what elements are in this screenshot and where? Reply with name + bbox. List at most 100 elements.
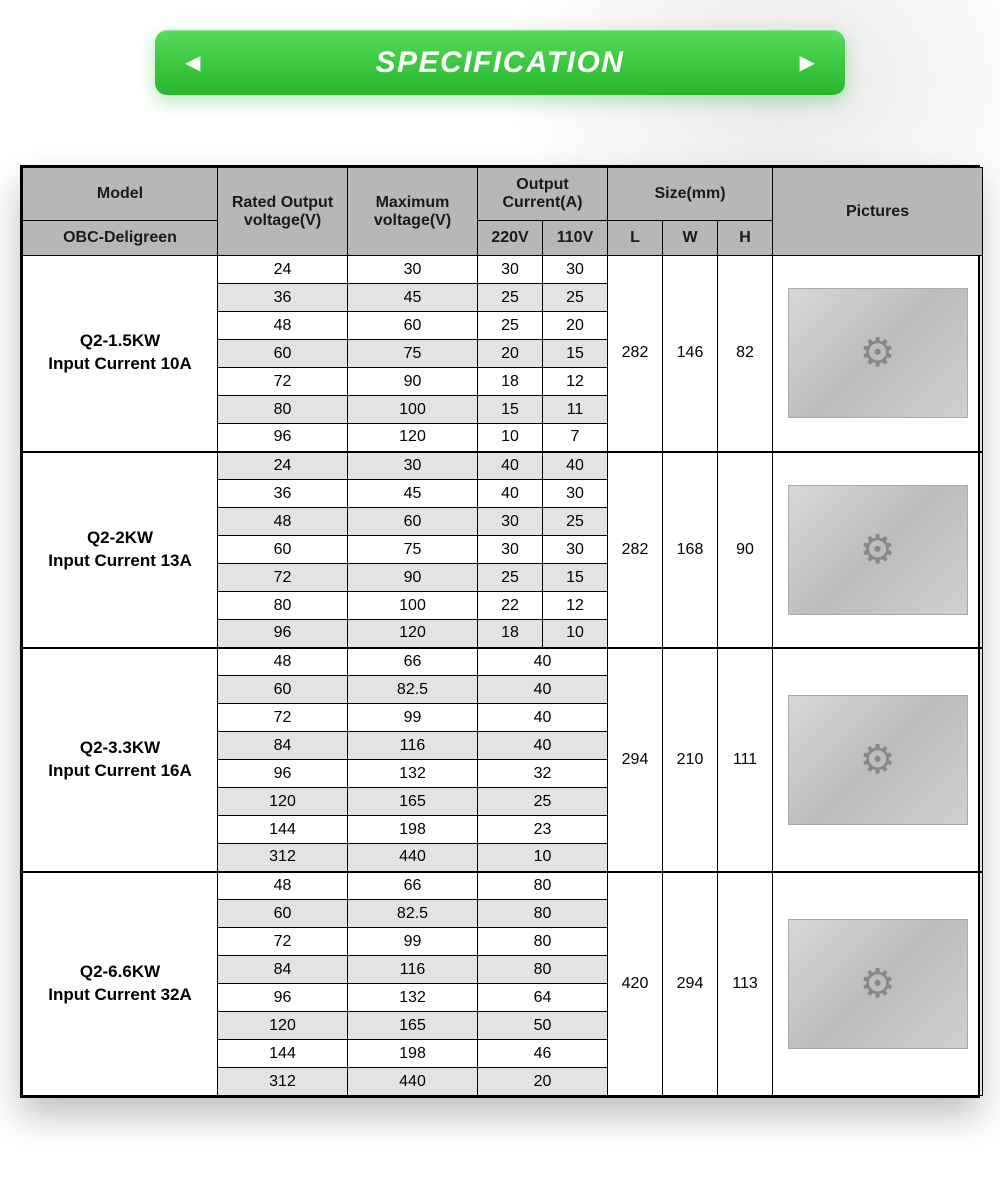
cell-mv: 82.5 xyxy=(348,676,478,704)
product-image-icon: ⚙ xyxy=(788,919,968,1049)
cell-current-combined: 10 xyxy=(478,844,608,872)
cell-current-combined: 40 xyxy=(478,676,608,704)
cell-110v: 20 xyxy=(543,312,608,340)
th-L: L xyxy=(608,221,663,256)
cell-mv: 75 xyxy=(348,536,478,564)
cell-mv: 45 xyxy=(348,284,478,312)
cell-rov: 72 xyxy=(218,704,348,732)
cell-size-W: 294 xyxy=(663,872,718,1096)
cell-mv: 116 xyxy=(348,956,478,984)
cell-220v: 25 xyxy=(478,312,543,340)
cell-size-L: 294 xyxy=(608,648,663,872)
cell-220v: 40 xyxy=(478,452,543,480)
cell-size-W: 146 xyxy=(663,256,718,452)
cell-current-combined: 40 xyxy=(478,648,608,676)
cell-rov: 72 xyxy=(218,928,348,956)
cell-mv: 440 xyxy=(348,844,478,872)
prev-arrow-icon[interactable]: ▶ xyxy=(185,50,200,75)
cell-110v: 10 xyxy=(543,620,608,648)
cell-220v: 20 xyxy=(478,340,543,368)
th-110v: 110V xyxy=(543,221,608,256)
cell-mv: 120 xyxy=(348,620,478,648)
banner-title: SPECIFICATION xyxy=(376,46,625,80)
cell-size-L: 420 xyxy=(608,872,663,1096)
cell-current-combined: 40 xyxy=(478,704,608,732)
cell-rov: 48 xyxy=(218,508,348,536)
cell-size-L: 282 xyxy=(608,256,663,452)
product-image-icon: ⚙ xyxy=(788,288,968,418)
table-row: Q2-3.3KWInput Current 16A486640294210111… xyxy=(23,648,983,676)
cell-size-W: 210 xyxy=(663,648,718,872)
picture-cell: ⚙ xyxy=(773,452,983,648)
cell-mv: 30 xyxy=(348,452,478,480)
th-H: H xyxy=(718,221,773,256)
model-cell: Q2-1.5KWInput Current 10A xyxy=(23,256,218,452)
cell-110v: 7 xyxy=(543,424,608,452)
cell-mv: 66 xyxy=(348,648,478,676)
cell-rov: 96 xyxy=(218,984,348,1012)
cell-110v: 25 xyxy=(543,508,608,536)
cell-current-combined: 20 xyxy=(478,1068,608,1096)
cell-rov: 312 xyxy=(218,844,348,872)
cell-mv: 198 xyxy=(348,816,478,844)
cell-rov: 80 xyxy=(218,592,348,620)
cell-220v: 30 xyxy=(478,508,543,536)
next-arrow-icon[interactable]: ▶ xyxy=(800,50,815,75)
th-rov: Rated Output voltage(V) xyxy=(218,168,348,256)
cell-rov: 84 xyxy=(218,956,348,984)
model-cell: Q2-3.3KWInput Current 16A xyxy=(23,648,218,872)
th-W: W xyxy=(663,221,718,256)
cell-mv: 116 xyxy=(348,732,478,760)
cell-rov: 60 xyxy=(218,676,348,704)
th-size: Size(mm) xyxy=(608,168,773,221)
cell-220v: 10 xyxy=(478,424,543,452)
cell-220v: 30 xyxy=(478,536,543,564)
table-header: Model Rated Output voltage(V) Maximum vo… xyxy=(23,168,983,256)
cell-size-L: 282 xyxy=(608,452,663,648)
cell-110v: 15 xyxy=(543,564,608,592)
cell-mv: 82.5 xyxy=(348,900,478,928)
cell-current-combined: 80 xyxy=(478,872,608,900)
cell-mv: 90 xyxy=(348,368,478,396)
cell-220v: 30 xyxy=(478,256,543,284)
cell-rov: 24 xyxy=(218,256,348,284)
cell-mv: 99 xyxy=(348,704,478,732)
cell-rov: 60 xyxy=(218,536,348,564)
product-image-icon: ⚙ xyxy=(788,695,968,825)
cell-110v: 30 xyxy=(543,480,608,508)
cell-size-W: 168 xyxy=(663,452,718,648)
cell-rov: 96 xyxy=(218,760,348,788)
cell-mv: 99 xyxy=(348,928,478,956)
spec-table-container: Model Rated Output voltage(V) Maximum vo… xyxy=(20,165,980,1098)
cell-current-combined: 46 xyxy=(478,1040,608,1068)
cell-220v: 40 xyxy=(478,480,543,508)
table-body: Q2-1.5KWInput Current 10A243030302821468… xyxy=(23,256,983,1096)
cell-110v: 12 xyxy=(543,368,608,396)
cell-current-combined: 23 xyxy=(478,816,608,844)
cell-220v: 15 xyxy=(478,396,543,424)
cell-rov: 72 xyxy=(218,564,348,592)
cell-current-combined: 64 xyxy=(478,984,608,1012)
cell-220v: 25 xyxy=(478,284,543,312)
picture-cell: ⚙ xyxy=(773,648,983,872)
cell-rov: 96 xyxy=(218,620,348,648)
cell-rov: 60 xyxy=(218,340,348,368)
picture-cell: ⚙ xyxy=(773,872,983,1096)
table-row: Q2-2KWInput Current 13A2430404028216890⚙ xyxy=(23,452,983,480)
th-pictures: Pictures xyxy=(773,168,983,256)
cell-rov: 120 xyxy=(218,788,348,816)
cell-mv: 100 xyxy=(348,592,478,620)
cell-mv: 132 xyxy=(348,760,478,788)
cell-110v: 25 xyxy=(543,284,608,312)
cell-110v: 11 xyxy=(543,396,608,424)
cell-rov: 36 xyxy=(218,284,348,312)
cell-rov: 80 xyxy=(218,396,348,424)
spec-table: Model Rated Output voltage(V) Maximum vo… xyxy=(22,167,983,1096)
cell-rov: 84 xyxy=(218,732,348,760)
cell-mv: 30 xyxy=(348,256,478,284)
table-row: Q2-1.5KWInput Current 10A243030302821468… xyxy=(23,256,983,284)
cell-rov: 48 xyxy=(218,648,348,676)
cell-110v: 12 xyxy=(543,592,608,620)
cell-mv: 100 xyxy=(348,396,478,424)
cell-mv: 165 xyxy=(348,1012,478,1040)
